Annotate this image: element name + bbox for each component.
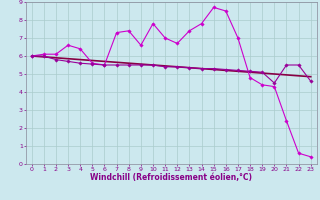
X-axis label: Windchill (Refroidissement éolien,°C): Windchill (Refroidissement éolien,°C) (90, 173, 252, 182)
